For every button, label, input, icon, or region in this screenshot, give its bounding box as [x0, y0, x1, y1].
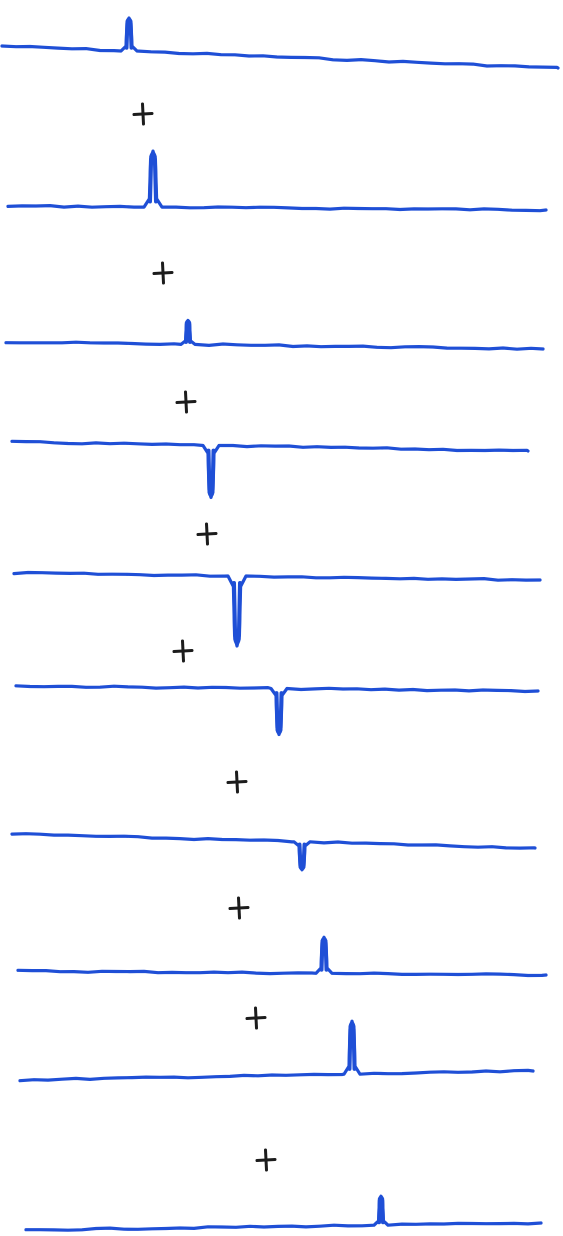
negative-pulse	[206, 448, 216, 498]
trace-line	[4, 318, 545, 351]
negative-pulse	[232, 580, 242, 646]
positive-pulse	[148, 151, 158, 204]
trace-line	[10, 439, 530, 500]
trace-7	[10, 832, 537, 872]
trace-1	[0, 16, 560, 70]
plus-vertical	[181, 639, 185, 663]
traces-layer	[0, 16, 560, 1232]
plus-vertical	[237, 896, 241, 920]
trace-5	[12, 570, 542, 648]
trace-line	[16, 935, 548, 978]
positive-pulse	[347, 1021, 357, 1071]
plus-vertical	[184, 390, 188, 414]
plus-vertical	[205, 522, 209, 546]
trace-2	[6, 149, 548, 213]
plus-vertical	[161, 261, 165, 285]
plus-vertical	[235, 770, 239, 794]
plus-sign-5	[172, 639, 194, 663]
plus-vertical	[254, 1006, 258, 1030]
plus-vertical	[141, 102, 145, 126]
plus-sign-7	[228, 896, 250, 920]
plus-sign-9	[255, 1148, 277, 1172]
trace-9	[18, 1019, 535, 1083]
trace-line	[6, 149, 548, 213]
negative-pulse	[297, 842, 307, 871]
positive-pulse	[319, 936, 329, 972]
trace-line	[18, 1019, 535, 1083]
positive-pulse	[377, 1195, 385, 1225]
plus-sign-4	[196, 522, 218, 546]
trace-3	[4, 318, 545, 351]
plus-sign-3	[175, 390, 197, 414]
plus-sign-6	[226, 770, 248, 794]
plus-vertical	[264, 1148, 268, 1172]
negative-pulse	[274, 691, 284, 735]
positive-pulse	[124, 17, 134, 50]
trace-line	[12, 570, 542, 648]
plus-sign-1	[132, 102, 154, 126]
trace-line	[24, 1194, 543, 1232]
trace-4	[10, 439, 530, 500]
trace-line	[10, 832, 537, 872]
trace-8	[16, 935, 548, 978]
trace-line	[0, 16, 560, 70]
trace-10	[24, 1194, 543, 1232]
positive-pulse	[184, 319, 192, 344]
trace-6	[14, 684, 540, 737]
plus-sign-2	[152, 261, 174, 285]
plus-sign-8	[245, 1006, 267, 1030]
operators-layer	[132, 102, 277, 1172]
